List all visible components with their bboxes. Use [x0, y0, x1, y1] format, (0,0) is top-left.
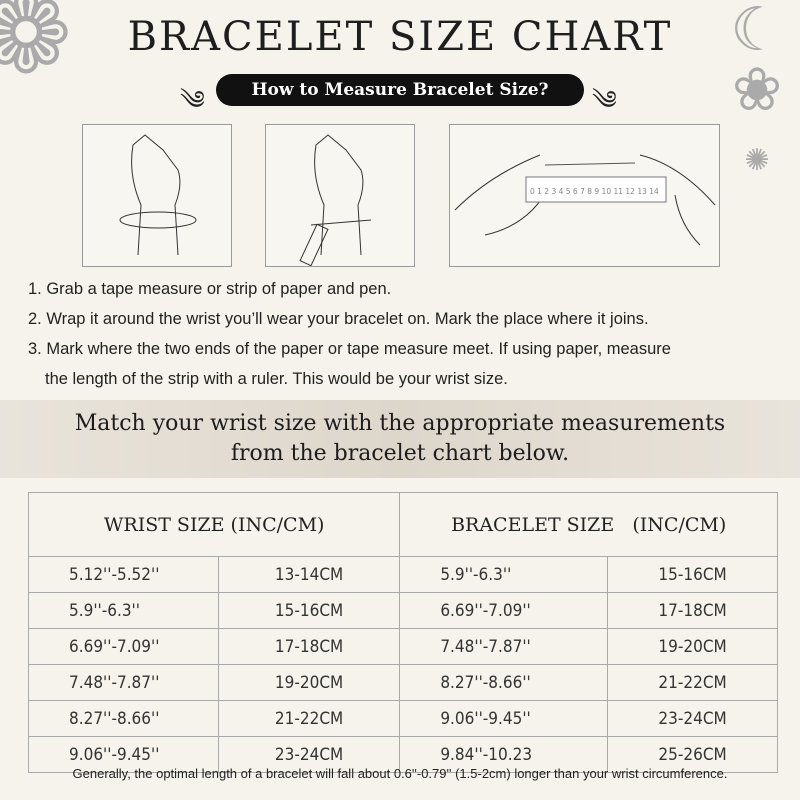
- step-3-continued: the length of the strip with a ruler. Th…: [45, 370, 508, 388]
- header-wrist-size: WRIST SIZE (INC/CM): [27, 492, 401, 557]
- table-row: 7.48''-7.87'' 19-20CM 8.27''-8.66'' 21-22CM: [28, 664, 778, 701]
- mandala-decoration-icon: ❁: [0, 0, 73, 96]
- table-row: 5.12''-5.52'' 13-14CM 5.9''-6.3'' 15-16CM: [28, 556, 778, 593]
- table-row: 5.9''-6.3'' 15-16CM 6.69''-7.09'' 17-18CM: [28, 592, 778, 629]
- wrist-inch-cell: 5.12''-5.52'': [28, 556, 219, 593]
- bracelet-inch-cell: 8.27''-8.66'': [399, 664, 609, 701]
- illustration-wrap-tape: [82, 124, 232, 267]
- footnote: Generally, the optimal length of a brace…: [72, 766, 728, 781]
- header-bracelet-size: BRACELET SIZE (INC/CM): [399, 492, 778, 557]
- banner-line-1: Match your wrist size with the appropria…: [74, 411, 726, 436]
- bracelet-cm-cell: 21-22CM: [607, 664, 778, 701]
- bracelet-inch-cell: 9.06''-9.45'': [399, 700, 609, 737]
- table-row: 9.06''-9.45'' 23-24CM 9.84''-10.23 25-26CM: [28, 736, 778, 773]
- bracelet-cm-cell: 17-18CM: [607, 592, 778, 629]
- step-2: 2. Wrap it around the wrist you’ll wear …: [28, 310, 649, 328]
- wrist-cm-cell: 13-14CM: [217, 556, 401, 593]
- illustration-mark-pen: [265, 124, 415, 267]
- wrist-inch-cell: 8.27''-8.66'': [28, 700, 219, 737]
- page-title: BRACELET SIZE CHART: [127, 14, 673, 60]
- step-1: 1. Grab a tape measure or strip of paper…: [28, 280, 392, 298]
- bracelet-cm-cell: 19-20CM: [607, 628, 778, 665]
- swirl-left-icon: ༄: [180, 85, 205, 115]
- bracelet-inch-cell: 6.69''-7.09'': [399, 592, 609, 629]
- wrist-inch-cell: 7.48''-7.87'': [28, 664, 219, 701]
- hand-mark-pen-icon: [299, 134, 372, 267]
- table-row: 8.27''-8.66'' 21-22CM 9.06''-9.45'' 23-24CM: [28, 700, 778, 737]
- wrist-cm-cell: 15-16CM: [217, 592, 401, 629]
- wrist-inch-cell: 9.06''-9.45'': [28, 736, 219, 773]
- wrist-cm-cell: 21-22CM: [217, 700, 401, 737]
- wrist-inch-cell: 5.9''-6.3'': [28, 592, 219, 629]
- lotus-decoration-icon: ☾ ❀ ✺: [730, 0, 784, 177]
- illustration-ruler: 0 1 2 3 4 5 6 7 8 9 10 11 12 13 14: [449, 124, 720, 267]
- instructions: 1. Grab a tape measure or strip of paper…: [28, 274, 788, 394]
- hands-ruler-icon: 0 1 2 3 4 5 6 7 8 9 10 11 12 13 14: [454, 154, 716, 246]
- wrist-cm-cell: 17-18CM: [217, 628, 401, 665]
- table-header: WRIST SIZE (INC/CM) BRACELET SIZE (INC/C…: [27, 492, 778, 557]
- bracelet-cm-cell: 23-24CM: [607, 700, 778, 737]
- wrist-inch-cell: 6.69''-7.09'': [28, 628, 219, 665]
- bracelet-inch-cell: 5.9''-6.3'': [399, 556, 609, 593]
- wrist-cm-cell: 19-20CM: [217, 664, 401, 701]
- table-row: 6.69''-7.09'' 17-18CM 7.48''-7.87'' 19-20CM: [28, 628, 778, 665]
- bracelet-cm-cell: 15-16CM: [607, 556, 778, 593]
- hand-wrap-tape-icon: [119, 134, 197, 256]
- subtitle-badge: How to Measure Bracelet Size?: [216, 74, 584, 106]
- step-3: 3. Mark where the two ends of the paper …: [28, 340, 671, 358]
- bracelet-cm-cell: 25-26CM: [607, 736, 778, 773]
- size-table: WRIST SIZE (INC/CM) BRACELET SIZE (INC/C…: [27, 492, 778, 773]
- banner-line-2: from the bracelet chart below.: [230, 441, 570, 466]
- bracelet-inch-cell: 7.48''-7.87'': [399, 628, 609, 665]
- match-banner: Match your wrist size with the appropria…: [0, 400, 800, 478]
- bracelet-inch-cell: 9.84''-10.23: [399, 736, 609, 773]
- swirl-right-icon: ༄: [592, 85, 617, 115]
- ruler-marks: 0 1 2 3 4 5 6 7 8 9 10 11 12 13 14: [530, 187, 659, 196]
